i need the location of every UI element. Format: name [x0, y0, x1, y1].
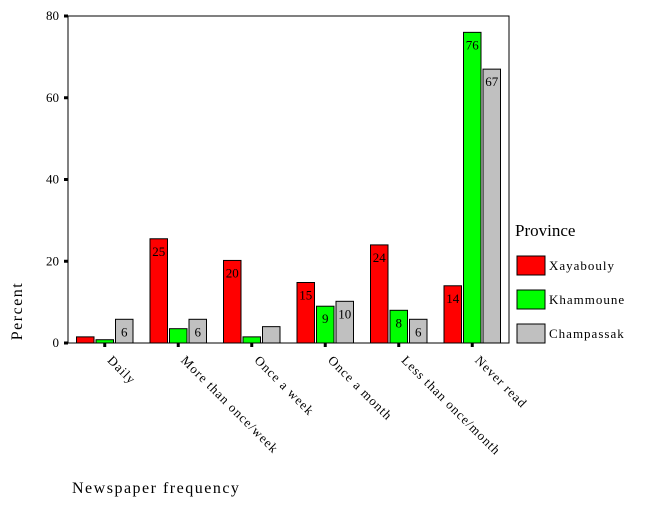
legend-title: Province	[515, 221, 575, 240]
legend: Province Xayabouly Khammoune Champassak	[515, 221, 625, 344]
y-tick-label: 40	[46, 172, 59, 187]
bar	[482, 68, 501, 344]
bar	[409, 318, 428, 344]
y-tick-label: 0	[53, 335, 60, 350]
y-tick-label: 80	[46, 8, 59, 23]
legend-swatch	[516, 289, 546, 310]
legend-label: Champassak	[549, 326, 625, 341]
bars	[76, 31, 501, 344]
x-category-label: Once a week	[252, 353, 318, 419]
bar-value-label: 76	[466, 37, 480, 52]
bar-value-label: 10	[338, 306, 351, 321]
bar	[169, 328, 188, 344]
bar-value-label: 24	[373, 250, 387, 265]
legend-swatch	[516, 255, 546, 276]
bar	[188, 318, 207, 344]
bar	[262, 326, 281, 344]
bar	[296, 282, 315, 344]
bar	[335, 300, 354, 344]
bar-value-label: 6	[415, 324, 422, 339]
bar-value-label: 67	[485, 74, 499, 89]
bar-value-label: 6	[195, 324, 202, 339]
x-category-label: Daily	[105, 353, 140, 388]
bar-value-label: 14	[446, 291, 460, 306]
y-axis-title: Percent	[9, 282, 26, 340]
bar-value-label: 9	[322, 311, 329, 326]
x-axis-title: Newspaper frequency	[72, 480, 240, 497]
bar	[95, 339, 114, 344]
x-category-label: Never read	[472, 353, 530, 411]
bar	[149, 238, 168, 344]
plot-frame	[67, 15, 510, 344]
bar	[242, 336, 261, 344]
bar-value-label: 8	[396, 315, 403, 330]
bar	[463, 31, 482, 344]
legend-label: Khammoune	[549, 292, 625, 307]
legend-label: Xayabouly	[549, 258, 615, 273]
x-category-label: Once a month	[325, 353, 396, 424]
bar	[115, 318, 134, 344]
bar-value-label: 25	[152, 244, 165, 259]
plot-border	[67, 15, 510, 344]
bar	[370, 244, 389, 344]
y-tick-label: 60	[46, 90, 59, 105]
y-axis: 0 20 40 60 80	[46, 8, 68, 350]
bar	[76, 336, 95, 344]
legend-swatch	[516, 323, 546, 344]
bar	[223, 259, 242, 344]
bar-value-label: 20	[226, 265, 239, 280]
bar-value-label: 6	[121, 324, 128, 339]
bar-value-label: 15	[299, 288, 312, 303]
y-tick-label: 20	[46, 253, 59, 268]
bar	[443, 285, 462, 344]
